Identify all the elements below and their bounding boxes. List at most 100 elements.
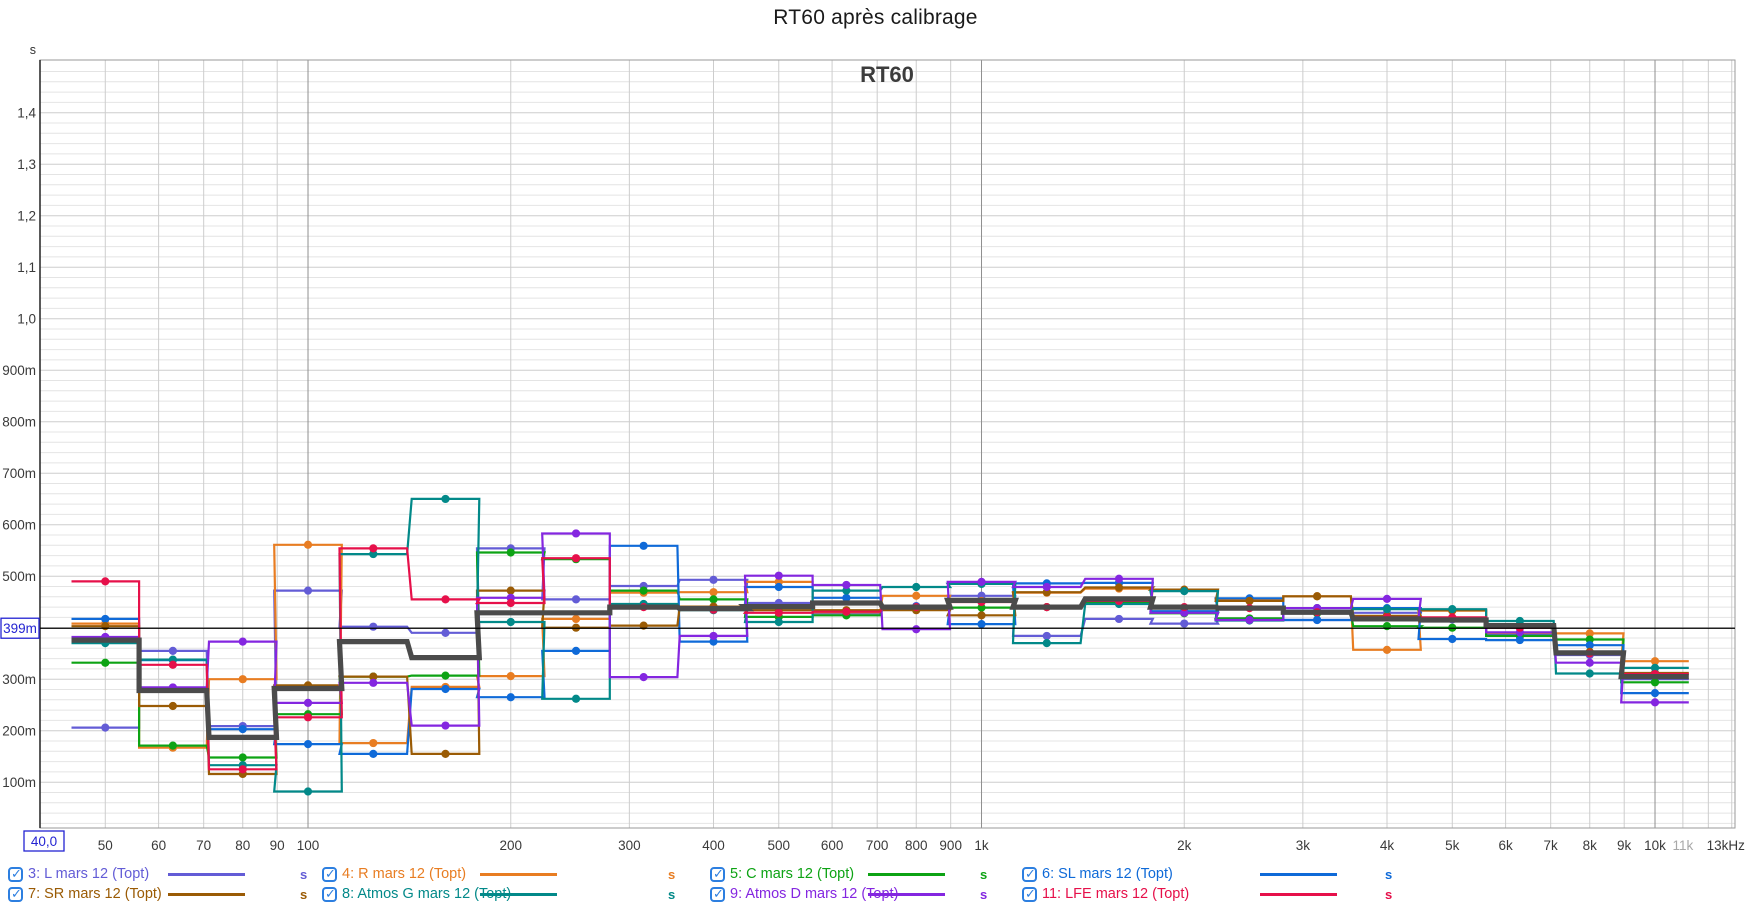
- legend-trace-label[interactable]: 6: SL mars 12 (Topt): [1042, 866, 1173, 882]
- x-tick-label: 90: [270, 838, 285, 853]
- legend-item-5: 7: SR mars 12 (Topt) s: [0, 886, 1751, 906]
- trace-point: [709, 595, 718, 604]
- legend-unit-label: s: [980, 867, 988, 882]
- legend-line-swatch: [868, 873, 945, 876]
- trace-point: [774, 617, 783, 627]
- trace-point: [639, 541, 648, 550]
- x-tick-label: 9k: [1617, 838, 1632, 853]
- y-tick-label: 800m: [2, 415, 36, 430]
- legend-checkbox-checked[interactable]: [1022, 866, 1037, 882]
- legend-checkbox-checked[interactable]: [710, 866, 725, 882]
- x-tick-label: 10k: [1644, 838, 1666, 853]
- page-title: RT60 après calibrage: [773, 6, 978, 29]
- trace-point: [571, 694, 581, 703]
- trace-point: [1042, 582, 1051, 592]
- y-tick-label: 1,4: [17, 106, 36, 121]
- x-tick-label: 6k: [1498, 838, 1513, 853]
- trace-point: [168, 701, 177, 711]
- trace-point: [1585, 641, 1594, 650]
- trace-point: [369, 749, 378, 758]
- trace-point: [1650, 663, 1660, 672]
- legend-trace-label[interactable]: 5: C mars 12 (Topt): [730, 866, 855, 882]
- x-tick-label: 8k: [1583, 838, 1598, 853]
- trace-point: [303, 586, 313, 595]
- y-tick-label: 200m: [2, 724, 36, 739]
- trace-point: [369, 549, 378, 559]
- trace-point: [506, 693, 515, 702]
- trace-point: [977, 603, 986, 612]
- trace-point: [369, 672, 378, 681]
- trace-point: [1448, 605, 1457, 614]
- trace-point: [1180, 619, 1189, 628]
- trace-point: [842, 580, 851, 590]
- legend-item-2: 4: R mars 12 (Topt) s: [0, 866, 1751, 886]
- legend-trace-label[interactable]: 7: SR mars 12 (Topt): [28, 886, 162, 902]
- trace-point: [238, 637, 247, 646]
- trace-point: [1180, 608, 1189, 617]
- trace-point: [168, 646, 177, 655]
- trace-point: [571, 614, 581, 624]
- trace-point: [571, 646, 581, 655]
- trace-point: [1245, 596, 1254, 606]
- legend-checkbox-checked[interactable]: [322, 866, 337, 882]
- trace-point: [1382, 622, 1392, 631]
- cursor-lines[interactable]: 399m 40,0: [0, 617, 1735, 852]
- legend-unit-label: s: [300, 887, 308, 902]
- legend-trace-label[interactable]: 4: R mars 12 (Topt): [342, 866, 467, 882]
- legend-line-swatch: [480, 893, 557, 896]
- x-tick-label: 3k: [1296, 838, 1311, 853]
- trace-point: [774, 571, 783, 580]
- trace-point: [101, 658, 110, 667]
- trace-point: [709, 588, 718, 597]
- trace-point: [303, 540, 313, 549]
- cursor-y-readout: 399m: [3, 621, 37, 636]
- trace-point: [238, 753, 247, 762]
- trace-point: [1042, 639, 1051, 648]
- trace-point: [238, 765, 247, 774]
- legend-checkbox-checked[interactable]: [710, 886, 725, 902]
- trace-point: [1585, 629, 1594, 638]
- legend-trace-label[interactable]: 3: L mars 12 (Topt): [28, 866, 150, 882]
- trace-point: [1585, 635, 1594, 644]
- trace-point: [639, 586, 648, 595]
- legend-trace-label[interactable]: 11: LFE mars 12 (Topt): [1042, 886, 1190, 902]
- trace-point: [1650, 689, 1660, 698]
- trace-line: [71, 532, 1689, 727]
- cursor-x-readout-box: [23, 830, 65, 852]
- trace-point: [977, 577, 986, 586]
- trace-point: [441, 494, 450, 504]
- trace-point: [912, 582, 921, 592]
- y-tick-label: 100m: [2, 775, 36, 790]
- x-tick-label: 600: [821, 838, 844, 853]
- legend-checkbox-checked[interactable]: [8, 866, 23, 882]
- legend-checkbox-checked[interactable]: [1022, 886, 1037, 902]
- trace-point: [912, 625, 921, 634]
- x-tick-label: 900: [939, 838, 962, 853]
- x-tick-label: 700: [866, 838, 889, 853]
- trace-point: [842, 586, 851, 595]
- legend-trace-label[interactable]: 9: Atmos D mars 12 (Topt): [730, 886, 899, 902]
- trace-point: [774, 582, 783, 592]
- trace-point: [709, 631, 718, 641]
- legend-checkbox-checked[interactable]: [322, 886, 337, 902]
- legend-trace-label[interactable]: 8: Atmos G mars 12 (Topt): [342, 886, 512, 902]
- x-tick-label: 60: [151, 838, 166, 853]
- trace-point: [506, 617, 515, 627]
- trace-point: [1313, 615, 1322, 625]
- trace-point: [238, 725, 247, 734]
- trace-point: [977, 619, 986, 629]
- trace-point: [1650, 698, 1660, 707]
- series-traces: [71, 494, 1689, 796]
- y-axis-unit-label: s: [30, 43, 36, 57]
- legend-line-swatch: [168, 873, 245, 876]
- x-tick-label: 800: [905, 838, 928, 853]
- trace-point: [1114, 583, 1124, 592]
- legend-checkbox-checked[interactable]: [8, 886, 23, 902]
- y-tick-label: 500m: [2, 569, 36, 584]
- trace-3: [71, 548, 1689, 762]
- trace-point: [101, 614, 110, 624]
- legend-line-swatch: [1260, 873, 1337, 876]
